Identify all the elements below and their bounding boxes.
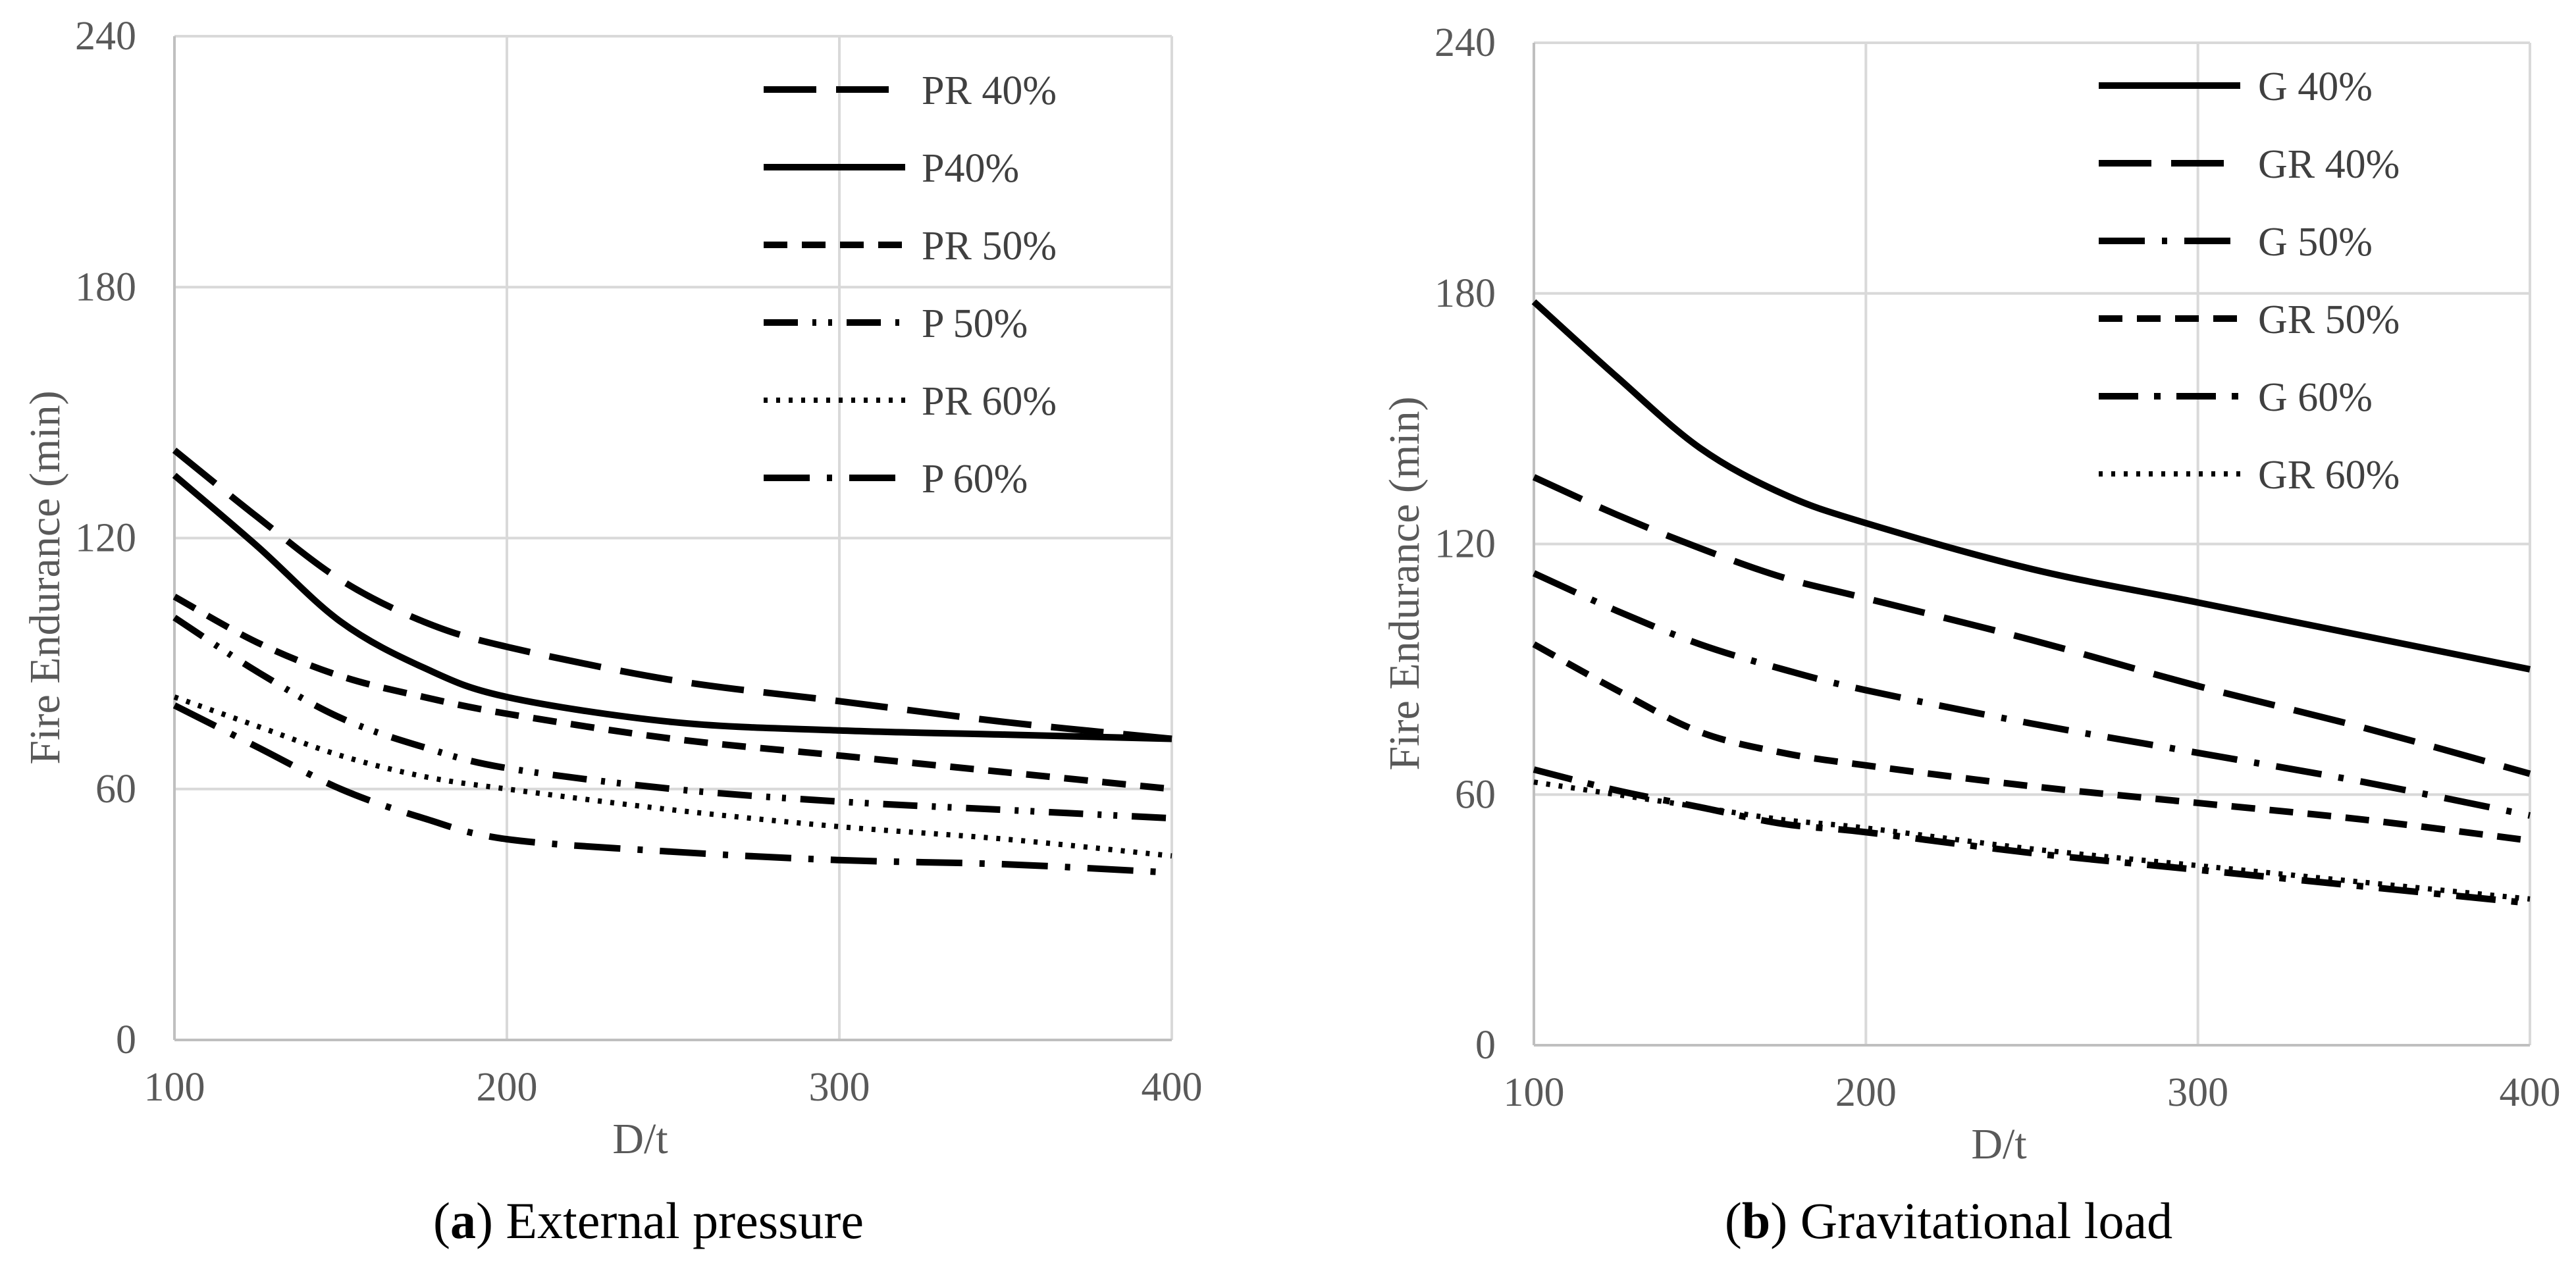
- legend-label-gr-60: GR 60%: [2258, 453, 2400, 498]
- legend-label-p-50: P 50%: [922, 301, 1028, 346]
- x-tick-label: 100: [144, 1065, 205, 1110]
- series-line-g-40: [1531, 299, 2531, 673]
- x-tick-label: 200: [477, 1065, 538, 1110]
- caption-a-text: External pressure: [506, 1192, 864, 1249]
- series-line-gr-50: [1532, 641, 2531, 844]
- y-tick-label: 240: [1434, 20, 1496, 65]
- chart-panel-b: 100 200 300 400 0 60 120 180 240 D/t Fire Enduranc…: [1380, 20, 2561, 1168]
- series-line-gr-60: [1533, 779, 2531, 902]
- legend-label-pr-50: PR 50%: [922, 224, 1057, 269]
- legend-label-gr-50: GR 50%: [2258, 298, 2400, 342]
- chart-panel-a: 100 200 300 400 0 60 120 180 240 D/t Fire Enduranc…: [21, 14, 1203, 1163]
- y-tick-label: 180: [1434, 271, 1496, 316]
- caption-b-text: Gravitational load: [1800, 1192, 2173, 1249]
- y-tick-label: 240: [75, 14, 136, 59]
- caption-a-letter: a: [450, 1192, 476, 1249]
- legend-label-g-40: G 40%: [2258, 65, 2373, 109]
- legend-label-p-60: P 60%: [922, 457, 1028, 502]
- series-line-p-60: [172, 702, 1172, 876]
- series-line-g-50: [1532, 570, 2531, 819]
- caption-b-letter: b: [1741, 1192, 1771, 1249]
- x-tick-label: 300: [809, 1065, 870, 1110]
- x-tick-label: 400: [1142, 1065, 1203, 1110]
- legend-label-g-60: G 60%: [2258, 375, 2373, 420]
- y-tick-label: 60: [1455, 772, 1496, 817]
- y-axis-title: Fire Endurance (min): [21, 390, 69, 764]
- series-line-gr-40: [1532, 474, 2531, 777]
- y-tick-label: 120: [75, 516, 136, 561]
- legend-label-gr-40: GR 40%: [2258, 142, 2400, 187]
- x-tick-label: 200: [1835, 1070, 1897, 1115]
- y-axis-title: Fire Endurance (min): [1380, 396, 1429, 770]
- series-line-pr-50: [172, 594, 1172, 792]
- y-tick-label: 60: [95, 767, 136, 812]
- series-line-g-60: [1533, 766, 2531, 907]
- x-tick-label: 100: [1504, 1070, 1565, 1115]
- x-axis-title: D/t: [612, 1115, 668, 1163]
- legend-label-p40: P40%: [922, 146, 1019, 191]
- legend-label-pr-60: PR 60%: [922, 379, 1057, 424]
- caption-b: (b) Gravitational load: [1724, 1192, 2173, 1249]
- legend-label-g-50: G 50%: [2258, 220, 2373, 265]
- series-line-pr-40: [172, 448, 1172, 742]
- x-tick-label: 400: [2500, 1070, 2561, 1115]
- y-tick-label: 0: [1475, 1023, 1496, 1068]
- series-line-p-50: [172, 615, 1172, 822]
- y-tick-label: 0: [116, 1018, 136, 1062]
- series-line-pr-60: [173, 694, 1172, 859]
- y-tick-label: 120: [1434, 522, 1496, 567]
- series-line-p40: [172, 473, 1172, 742]
- x-tick-label: 300: [2167, 1070, 2228, 1115]
- x-axis-title: D/t: [1971, 1120, 2026, 1168]
- y-tick-label: 180: [75, 265, 136, 309]
- caption-a: (a) External pressure: [433, 1192, 864, 1249]
- legend-label-pr-40: PR 40%: [922, 68, 1057, 113]
